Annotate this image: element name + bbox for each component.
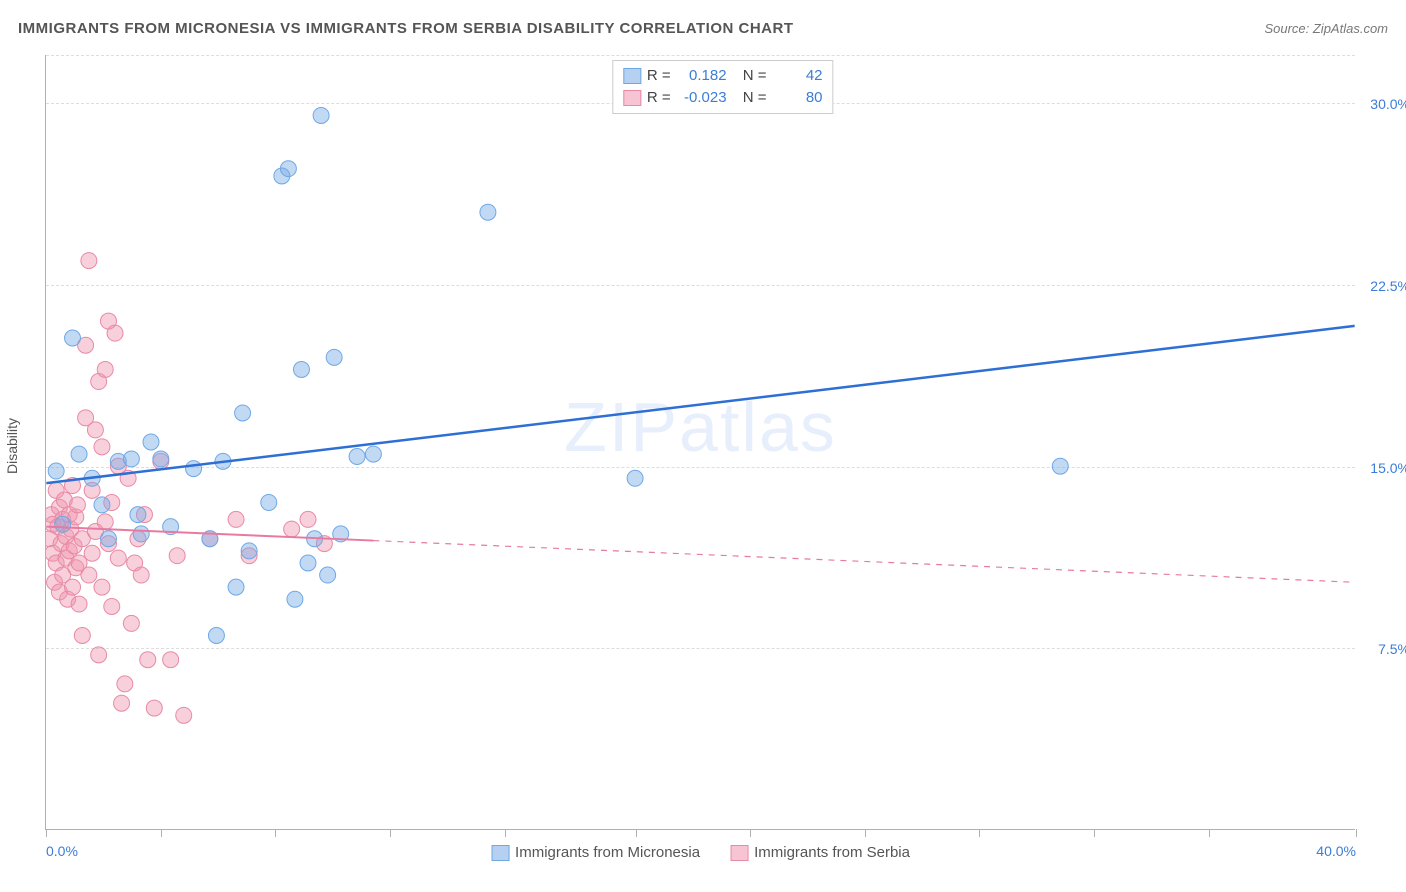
x-tick-label: 40.0% (1316, 843, 1356, 859)
series-legend-serbia: Immigrants from Serbia (730, 844, 910, 861)
legend-n-label: N = (743, 65, 767, 87)
chart-source: Source: ZipAtlas.com (1264, 21, 1388, 36)
legend-row-1: R = 0.182 N = 42 (623, 65, 823, 87)
chart-title: IMMIGRANTS FROM MICRONESIA VS IMMIGRANTS… (18, 20, 794, 37)
x-tick-label: 0.0% (46, 843, 78, 859)
correlation-legend: R = 0.182 N = 42 R = -0.023 N = 80 (612, 60, 834, 114)
legend-r-value-2: -0.023 (677, 87, 727, 109)
legend-n-label: N = (743, 87, 767, 109)
y-tick-label: 7.5% (1378, 641, 1406, 657)
chart-container: IMMIGRANTS FROM MICRONESIA VS IMMIGRANTS… (0, 0, 1406, 892)
series-legend-micronesia: Immigrants from Micronesia (491, 844, 700, 861)
legend-r-value-1: 0.182 (677, 65, 727, 87)
legend-r-label: R = (647, 65, 671, 87)
scatter-svg (46, 55, 1355, 829)
series-legend: Immigrants from Micronesia Immigrants fr… (491, 844, 910, 861)
series-label-micronesia: Immigrants from Micronesia (515, 844, 700, 861)
legend-row-2: R = -0.023 N = 80 (623, 87, 823, 109)
y-tick-label: 22.5% (1370, 278, 1406, 294)
legend-swatch-serbia (623, 90, 641, 106)
y-tick-label: 30.0% (1370, 96, 1406, 112)
legend-n-value-1: 42 (773, 65, 823, 87)
legend-swatch-micronesia (623, 68, 641, 84)
plot-area: ZIPatlas 7.5%15.0%22.5%30.0% R = 0.182 N… (45, 55, 1355, 830)
legend-n-value-2: 80 (773, 87, 823, 109)
y-tick-label: 15.0% (1370, 460, 1406, 476)
chart-header: IMMIGRANTS FROM MICRONESIA VS IMMIGRANTS… (18, 20, 1388, 37)
series-label-serbia: Immigrants from Serbia (754, 844, 910, 861)
legend-r-label: R = (647, 87, 671, 109)
series-swatch-micronesia (491, 845, 509, 861)
series-swatch-serbia (730, 845, 748, 861)
y-axis-label: Disability (4, 418, 20, 474)
